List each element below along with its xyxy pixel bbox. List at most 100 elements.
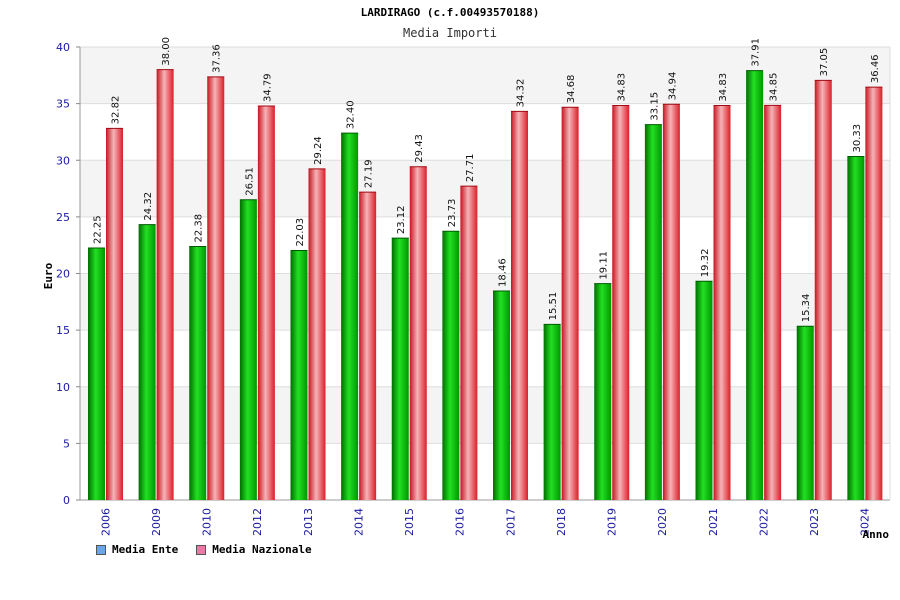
data-label: 32.40 (346, 100, 357, 129)
bar-media-ente (442, 231, 460, 500)
chart-title: LARDIRAGO (c.f.00493570188) (360, 6, 540, 19)
data-label: 29.43 (414, 134, 425, 163)
bar-media-nazionale (308, 168, 326, 500)
x-tick-label: 2020 (656, 508, 669, 536)
legend-label-media-nazionale: Media Nazionale (212, 543, 312, 556)
bar-media-ente (239, 199, 257, 501)
y-axis-title: Euro (42, 262, 55, 289)
x-tick-label: 2015 (403, 508, 416, 536)
data-label: 34.83 (617, 73, 628, 102)
y-tick-label: 20 (56, 268, 70, 281)
bar-media-ente (594, 283, 612, 500)
data-label: 34.79 (262, 73, 273, 102)
y-tick-label: 0 (63, 494, 70, 507)
y-tick-label: 15 (56, 324, 70, 337)
y-tick-label: 40 (56, 41, 70, 54)
bar-media-ente (695, 281, 713, 500)
data-label: 37.91 (751, 38, 762, 67)
data-label: 29.24 (313, 136, 324, 165)
x-tick-label: 2006 (99, 508, 112, 536)
bar-media-nazionale (662, 104, 680, 500)
x-tick-label: 2019 (606, 508, 619, 536)
data-label: 37.36 (212, 44, 223, 73)
data-label: 22.25 (93, 215, 104, 244)
x-tick-label: 2023 (808, 508, 821, 536)
bar-media-ente (746, 70, 764, 500)
data-label: 34.32 (516, 79, 527, 108)
x-tick-label: 2014 (352, 508, 365, 536)
bar-media-ente (543, 324, 561, 500)
data-label: 34.94 (667, 72, 678, 101)
data-label: 23.12 (396, 206, 407, 235)
legend: Media Ente Media Nazionale (96, 543, 312, 556)
bar-media-nazionale (511, 111, 528, 501)
bar-media-nazionale (156, 69, 174, 501)
data-label: 27.19 (364, 159, 375, 188)
x-tick-label: 2024 (859, 508, 872, 536)
legend-swatch-media-nazionale (196, 544, 207, 555)
y-tick-label: 30 (56, 154, 70, 167)
data-label: 34.83 (718, 73, 729, 102)
bar-media-ente (847, 156, 865, 500)
bar-media-ente (189, 246, 207, 500)
bar-media-nazionale (106, 128, 123, 500)
data-label: 18.46 (498, 258, 509, 287)
data-label: 34.85 (769, 73, 780, 102)
bar-media-nazionale (460, 186, 478, 500)
bar-media-nazionale (359, 192, 377, 501)
bar-media-nazionale (561, 107, 579, 501)
bar-media-ente (341, 133, 359, 500)
data-label: 19.32 (700, 249, 711, 278)
data-label: 22.38 (194, 214, 205, 243)
data-label: 26.51 (244, 167, 255, 196)
bar-media-nazionale (207, 76, 225, 500)
data-label: 22.03 (295, 218, 306, 247)
bar-media-ente (644, 124, 662, 501)
bar-media-ente (391, 238, 409, 500)
bar-media-nazionale (764, 105, 782, 500)
data-label: 30.33 (852, 124, 863, 153)
x-tick-label: 2009 (150, 508, 163, 536)
data-label: 38.00 (161, 37, 172, 66)
legend-swatch-media-ente (96, 544, 106, 555)
legend-item-media-nazionale: Media Nazionale (196, 543, 312, 556)
legend-item-media-ente: Media Ente (96, 543, 178, 556)
data-label: 34.68 (566, 75, 577, 104)
x-tick-label: 2013 (302, 508, 315, 536)
x-tick-label: 2016 (454, 508, 467, 536)
data-label: 27.71 (465, 154, 476, 183)
bar-media-nazionale (865, 87, 883, 500)
bar-media-ente (493, 290, 510, 500)
data-label: 32.82 (111, 96, 122, 125)
x-tick-label: 2021 (707, 508, 720, 536)
bar-media-nazionale (713, 105, 731, 501)
data-label: 19.11 (599, 251, 610, 280)
data-label: 24.32 (143, 192, 154, 221)
bar-media-nazionale (814, 80, 832, 500)
x-tick-label: 2022 (757, 508, 770, 536)
bar-media-ente (290, 250, 308, 500)
y-tick-label: 35 (56, 98, 70, 111)
data-label: 36.46 (870, 54, 881, 83)
x-tick-label: 2012 (251, 508, 264, 536)
data-label: 33.15 (649, 92, 660, 121)
bar-media-nazionale (409, 166, 427, 500)
y-tick-label: 10 (56, 381, 70, 394)
y-tick-label: 25 (56, 211, 70, 224)
bar-media-ente (796, 326, 814, 500)
legend-label-media-ente: Media Ente (112, 543, 179, 556)
x-axis-title: Anno (863, 528, 890, 541)
bar-media-nazionale (612, 105, 630, 501)
bar-media-ente (88, 248, 105, 500)
x-tick-label: 2018 (555, 508, 568, 536)
data-label: 37.05 (819, 48, 830, 77)
bar-media-ente (138, 224, 156, 501)
data-label: 15.51 (548, 292, 559, 321)
x-tick-label: 2017 (504, 508, 517, 536)
chart-subtitle: Media Importi (403, 26, 497, 40)
data-label: 15.34 (801, 294, 812, 323)
data-label: 23.73 (447, 199, 458, 228)
x-tick-label: 2010 (201, 508, 214, 536)
y-tick-label: 5 (63, 437, 70, 450)
